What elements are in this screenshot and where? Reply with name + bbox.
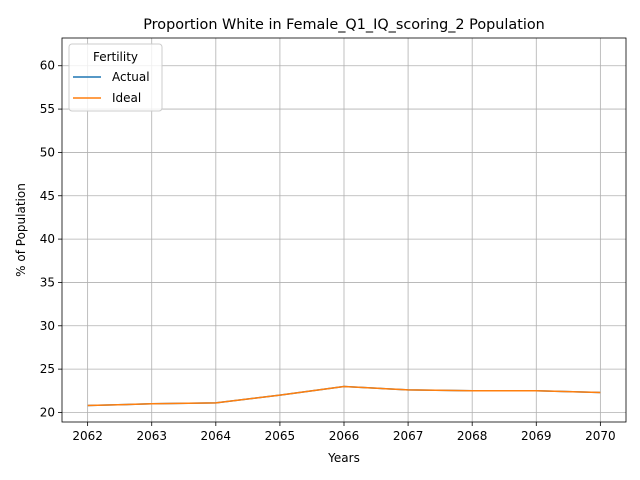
y-axis-ticks: 20 25 30 35 40 45 50 55 60 bbox=[40, 59, 62, 419]
x-tick-label: 2062 bbox=[72, 429, 103, 443]
y-axis-label: % of Population bbox=[14, 183, 28, 277]
legend-label-actual: Actual bbox=[112, 70, 150, 84]
x-tick-label: 2066 bbox=[329, 429, 360, 443]
series-line-ideal bbox=[87, 385, 601, 407]
legend-title: Fertility bbox=[93, 50, 138, 64]
series-lines bbox=[87, 385, 601, 407]
y-tick-label: 25 bbox=[40, 362, 55, 376]
x-axis-ticks: 2062 2063 2064 2065 2066 2067 2068 2069 2070 bbox=[72, 422, 616, 443]
y-tick-label: 55 bbox=[40, 102, 55, 116]
x-axis-label: Years bbox=[327, 451, 360, 465]
x-tick-label: 2065 bbox=[265, 429, 296, 443]
legend-frame bbox=[68, 43, 163, 112]
y-tick-label: 35 bbox=[40, 275, 55, 289]
legend-label-ideal: Ideal bbox=[112, 91, 141, 105]
x-tick-label: 2068 bbox=[457, 429, 488, 443]
x-tick-label: 2064 bbox=[201, 429, 232, 443]
legend: Fertility Actual Ideal bbox=[68, 43, 163, 112]
y-tick-label: 45 bbox=[40, 189, 55, 203]
y-tick-label: 30 bbox=[40, 319, 55, 333]
y-tick-label: 40 bbox=[40, 232, 55, 246]
y-tick-label: 20 bbox=[40, 405, 55, 419]
x-tick-label: 2063 bbox=[136, 429, 167, 443]
y-tick-label: 50 bbox=[40, 145, 55, 159]
chart-title: Proportion White in Female_Q1_IQ_scoring… bbox=[143, 17, 545, 33]
y-tick-label: 60 bbox=[40, 59, 55, 73]
x-tick-label: 2070 bbox=[585, 429, 616, 443]
gridlines bbox=[62, 38, 626, 422]
x-tick-label: 2067 bbox=[393, 429, 424, 443]
x-tick-label: 2069 bbox=[521, 429, 552, 443]
